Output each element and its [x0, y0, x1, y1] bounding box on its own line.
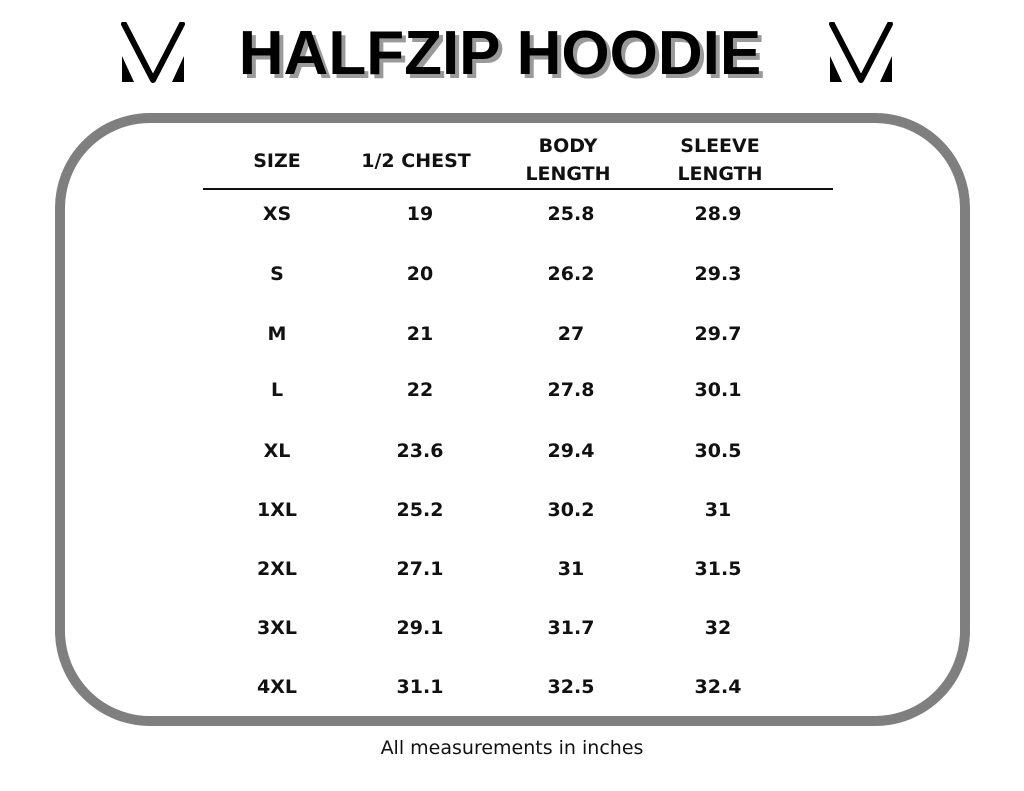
- cell-body-length: 25.8: [547, 203, 595, 225]
- size-chart-frame: [55, 113, 970, 726]
- cell-chest: 21: [406, 323, 434, 345]
- cell-body-length: 27.8: [547, 379, 595, 401]
- cell-chest: 31.1: [396, 676, 444, 698]
- cell-sleeve-length: 30.1: [694, 379, 742, 401]
- logo-icon: [121, 22, 185, 83]
- header-body-length: BODY LENGTH: [488, 132, 648, 188]
- cell-chest: 22: [406, 379, 434, 401]
- cell-body-length: 26.2: [547, 263, 595, 285]
- cell-sleeve-length: 30.5: [694, 440, 742, 462]
- cell-chest: 19: [406, 203, 434, 225]
- cell-chest: 20: [406, 263, 434, 285]
- cell-body-length: 31: [557, 558, 585, 580]
- cell-size: 3XL: [257, 617, 297, 639]
- cell-chest: 29.1: [396, 617, 444, 639]
- header-chest: 1/2 CHEST: [361, 150, 471, 172]
- header-line: BODY: [538, 135, 598, 157]
- header-line: LENGTH: [525, 163, 611, 185]
- header-size: SIZE: [253, 150, 301, 172]
- header-line: SLEEVE: [680, 135, 760, 157]
- header-sleeve-length: SLEEVE LENGTH: [640, 132, 800, 188]
- cell-sleeve-length: 31: [704, 499, 732, 521]
- cell-body-length: 27: [557, 323, 585, 345]
- cell-sleeve-length: 29.3: [694, 263, 742, 285]
- cell-body-length: 30.2: [547, 499, 595, 521]
- cell-sleeve-length: 29.7: [694, 323, 742, 345]
- cell-chest: 27.1: [396, 558, 444, 580]
- cell-size: XL: [263, 440, 291, 462]
- cell-chest: 25.2: [396, 499, 444, 521]
- cell-body-length: 32.5: [547, 676, 595, 698]
- cell-size: 2XL: [257, 558, 297, 580]
- cell-body-length: 29.4: [547, 440, 595, 462]
- footnote: All measurements in inches: [380, 737, 644, 759]
- cell-size: M: [267, 323, 287, 345]
- header-divider: [203, 188, 833, 190]
- cell-sleeve-length: 28.9: [694, 203, 742, 225]
- cell-sleeve-length: 32: [704, 617, 732, 639]
- cell-size: XS: [262, 203, 292, 225]
- logo-icon: [829, 22, 893, 83]
- cell-body-length: 31.7: [547, 617, 595, 639]
- cell-size: 4XL: [257, 676, 297, 698]
- cell-sleeve-length: 31.5: [694, 558, 742, 580]
- cell-sleeve-length: 32.4: [694, 676, 742, 698]
- header-line: LENGTH: [677, 163, 763, 185]
- cell-size: S: [270, 263, 284, 285]
- page-title: HALFZIP HOODIE: [238, 19, 762, 88]
- cell-chest: 23.6: [396, 440, 444, 462]
- cell-size: L: [270, 379, 284, 401]
- cell-size: 1XL: [257, 499, 297, 521]
